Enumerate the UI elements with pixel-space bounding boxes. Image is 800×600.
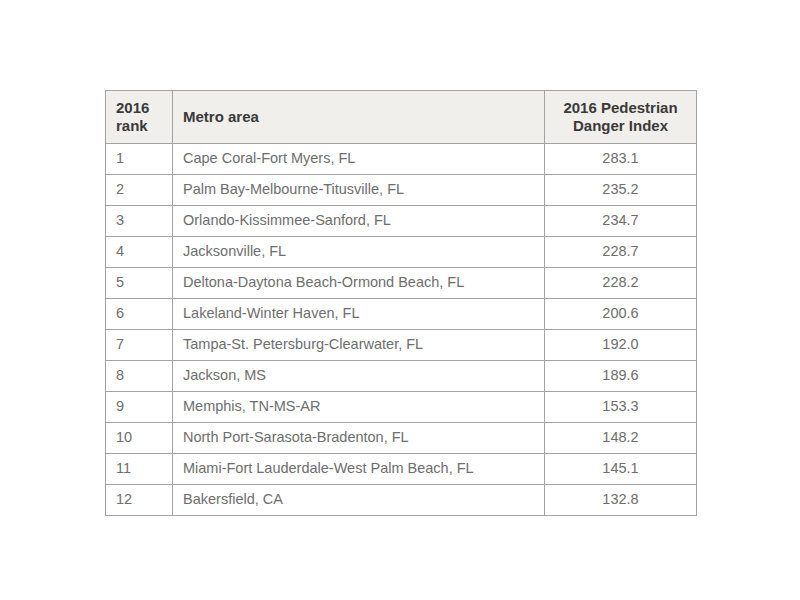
cell-rank: 9 — [106, 392, 173, 423]
table-row: 4 Jacksonville, FL 228.7 — [106, 237, 697, 268]
column-header-rank: 2016 rank — [106, 91, 173, 144]
table-row: 2 Palm Bay-Melbourne-Titusville, FL 235.… — [106, 175, 697, 206]
cell-metro-area: Cape Coral-Fort Myers, FL — [173, 144, 545, 175]
cell-danger-index: 189.6 — [545, 361, 697, 392]
column-header-pedestrian-danger-index: 2016 Pedestrian Danger Index — [545, 91, 697, 144]
cell-rank: 1 — [106, 144, 173, 175]
table-row: 7 Tampa-St. Petersburg-Clearwater, FL 19… — [106, 330, 697, 361]
pedestrian-danger-index-table: 2016 rank Metro area 2016 Pedestrian Dan… — [105, 90, 697, 516]
cell-danger-index: 228.7 — [545, 237, 697, 268]
cell-rank: 2 — [106, 175, 173, 206]
cell-rank: 6 — [106, 299, 173, 330]
cell-metro-area: Jackson, MS — [173, 361, 545, 392]
cell-rank: 10 — [106, 423, 173, 454]
cell-rank: 7 — [106, 330, 173, 361]
table-row: 8 Jackson, MS 189.6 — [106, 361, 697, 392]
table-header: 2016 rank Metro area 2016 Pedestrian Dan… — [106, 91, 697, 144]
cell-rank: 3 — [106, 206, 173, 237]
cell-danger-index: 200.6 — [545, 299, 697, 330]
cell-danger-index: 153.3 — [545, 392, 697, 423]
table-row: 1 Cape Coral-Fort Myers, FL 283.1 — [106, 144, 697, 175]
table-row: 10 North Port-Sarasota-Bradenton, FL 148… — [106, 423, 697, 454]
cell-rank: 8 — [106, 361, 173, 392]
cell-metro-area: Orlando-Kissimmee-Sanford, FL — [173, 206, 545, 237]
page-canvas: 2016 rank Metro area 2016 Pedestrian Dan… — [0, 0, 800, 600]
cell-danger-index: 283.1 — [545, 144, 697, 175]
cell-danger-index: 192.0 — [545, 330, 697, 361]
cell-danger-index: 148.2 — [545, 423, 697, 454]
cell-rank: 11 — [106, 454, 173, 485]
table-row: 5 Deltona-Daytona Beach-Ormond Beach, FL… — [106, 268, 697, 299]
table-body: 1 Cape Coral-Fort Myers, FL 283.1 2 Palm… — [106, 144, 697, 516]
cell-metro-area: Deltona-Daytona Beach-Ormond Beach, FL — [173, 268, 545, 299]
pedestrian-danger-index-table-container: 2016 rank Metro area 2016 Pedestrian Dan… — [105, 90, 697, 516]
cell-metro-area: Memphis, TN-MS-AR — [173, 392, 545, 423]
cell-rank: 12 — [106, 485, 173, 516]
table-row: 6 Lakeland-Winter Haven, FL 200.6 — [106, 299, 697, 330]
cell-rank: 5 — [106, 268, 173, 299]
cell-metro-area: Palm Bay-Melbourne-Titusville, FL — [173, 175, 545, 206]
cell-metro-area: North Port-Sarasota-Bradenton, FL — [173, 423, 545, 454]
cell-danger-index: 228.2 — [545, 268, 697, 299]
table-row: 12 Bakersfield, CA 132.8 — [106, 485, 697, 516]
cell-danger-index: 145.1 — [545, 454, 697, 485]
cell-metro-area: Miami-Fort Lauderdale-West Palm Beach, F… — [173, 454, 545, 485]
table-row: 11 Miami-Fort Lauderdale-West Palm Beach… — [106, 454, 697, 485]
column-header-metro-area: Metro area — [173, 91, 545, 144]
cell-metro-area: Tampa-St. Petersburg-Clearwater, FL — [173, 330, 545, 361]
cell-danger-index: 234.7 — [545, 206, 697, 237]
table-row: 9 Memphis, TN-MS-AR 153.3 — [106, 392, 697, 423]
cell-rank: 4 — [106, 237, 173, 268]
cell-danger-index: 235.2 — [545, 175, 697, 206]
table-row: 3 Orlando-Kissimmee-Sanford, FL 234.7 — [106, 206, 697, 237]
cell-danger-index: 132.8 — [545, 485, 697, 516]
cell-metro-area: Jacksonville, FL — [173, 237, 545, 268]
cell-metro-area: Bakersfield, CA — [173, 485, 545, 516]
cell-metro-area: Lakeland-Winter Haven, FL — [173, 299, 545, 330]
table-header-row: 2016 rank Metro area 2016 Pedestrian Dan… — [106, 91, 697, 144]
